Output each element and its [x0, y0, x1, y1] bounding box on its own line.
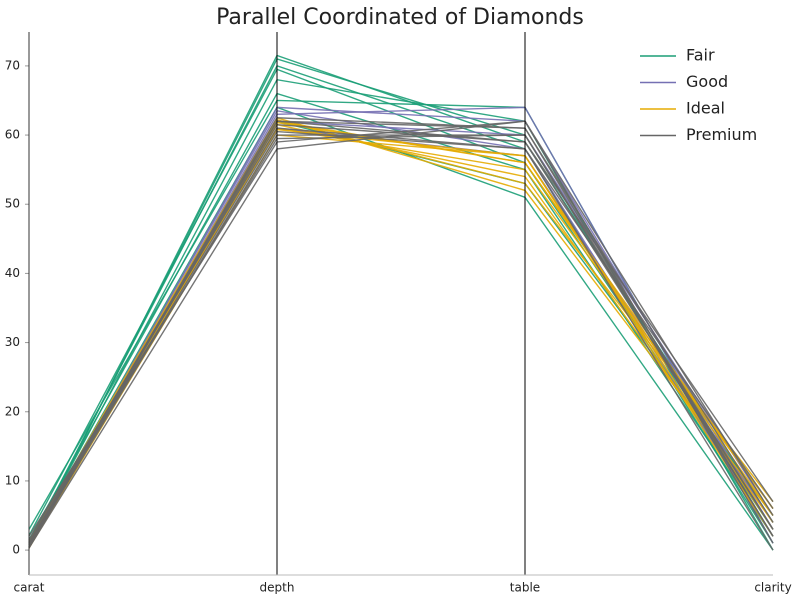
chart-title: Parallel Coordinated of Diamonds — [216, 5, 584, 30]
data-line — [28, 68, 774, 536]
data-line — [28, 121, 774, 545]
data-line — [28, 117, 774, 548]
data-line — [28, 92, 774, 541]
data-line — [28, 119, 774, 547]
y-tick-label: 40 — [5, 266, 20, 280]
data-line — [28, 134, 774, 549]
data-line — [28, 120, 774, 543]
y-tick-label: 50 — [5, 197, 20, 211]
y-tick-label: 30 — [5, 335, 20, 349]
y-tick-label: 0 — [12, 543, 20, 557]
legend-label: Ideal — [686, 99, 725, 118]
legend-label: Premium — [686, 125, 757, 144]
y-tick-label: 20 — [5, 404, 20, 418]
data-line — [28, 99, 774, 544]
x-tick-label: table — [510, 581, 540, 595]
x-tick-label: depth — [260, 581, 295, 595]
y-tick-label: 10 — [5, 473, 20, 487]
data-line — [28, 120, 774, 549]
data-line — [28, 130, 774, 546]
data-line — [28, 116, 774, 543]
legend-label: Good — [686, 72, 728, 91]
y-tick-label: 60 — [5, 128, 20, 142]
y-tick-label: 70 — [5, 58, 20, 72]
x-tick-label: carat — [14, 581, 45, 595]
data-line — [28, 120, 774, 543]
data-line — [28, 120, 774, 544]
legend-label: Fair — [686, 46, 715, 65]
x-tick-label: clarity — [754, 581, 791, 595]
